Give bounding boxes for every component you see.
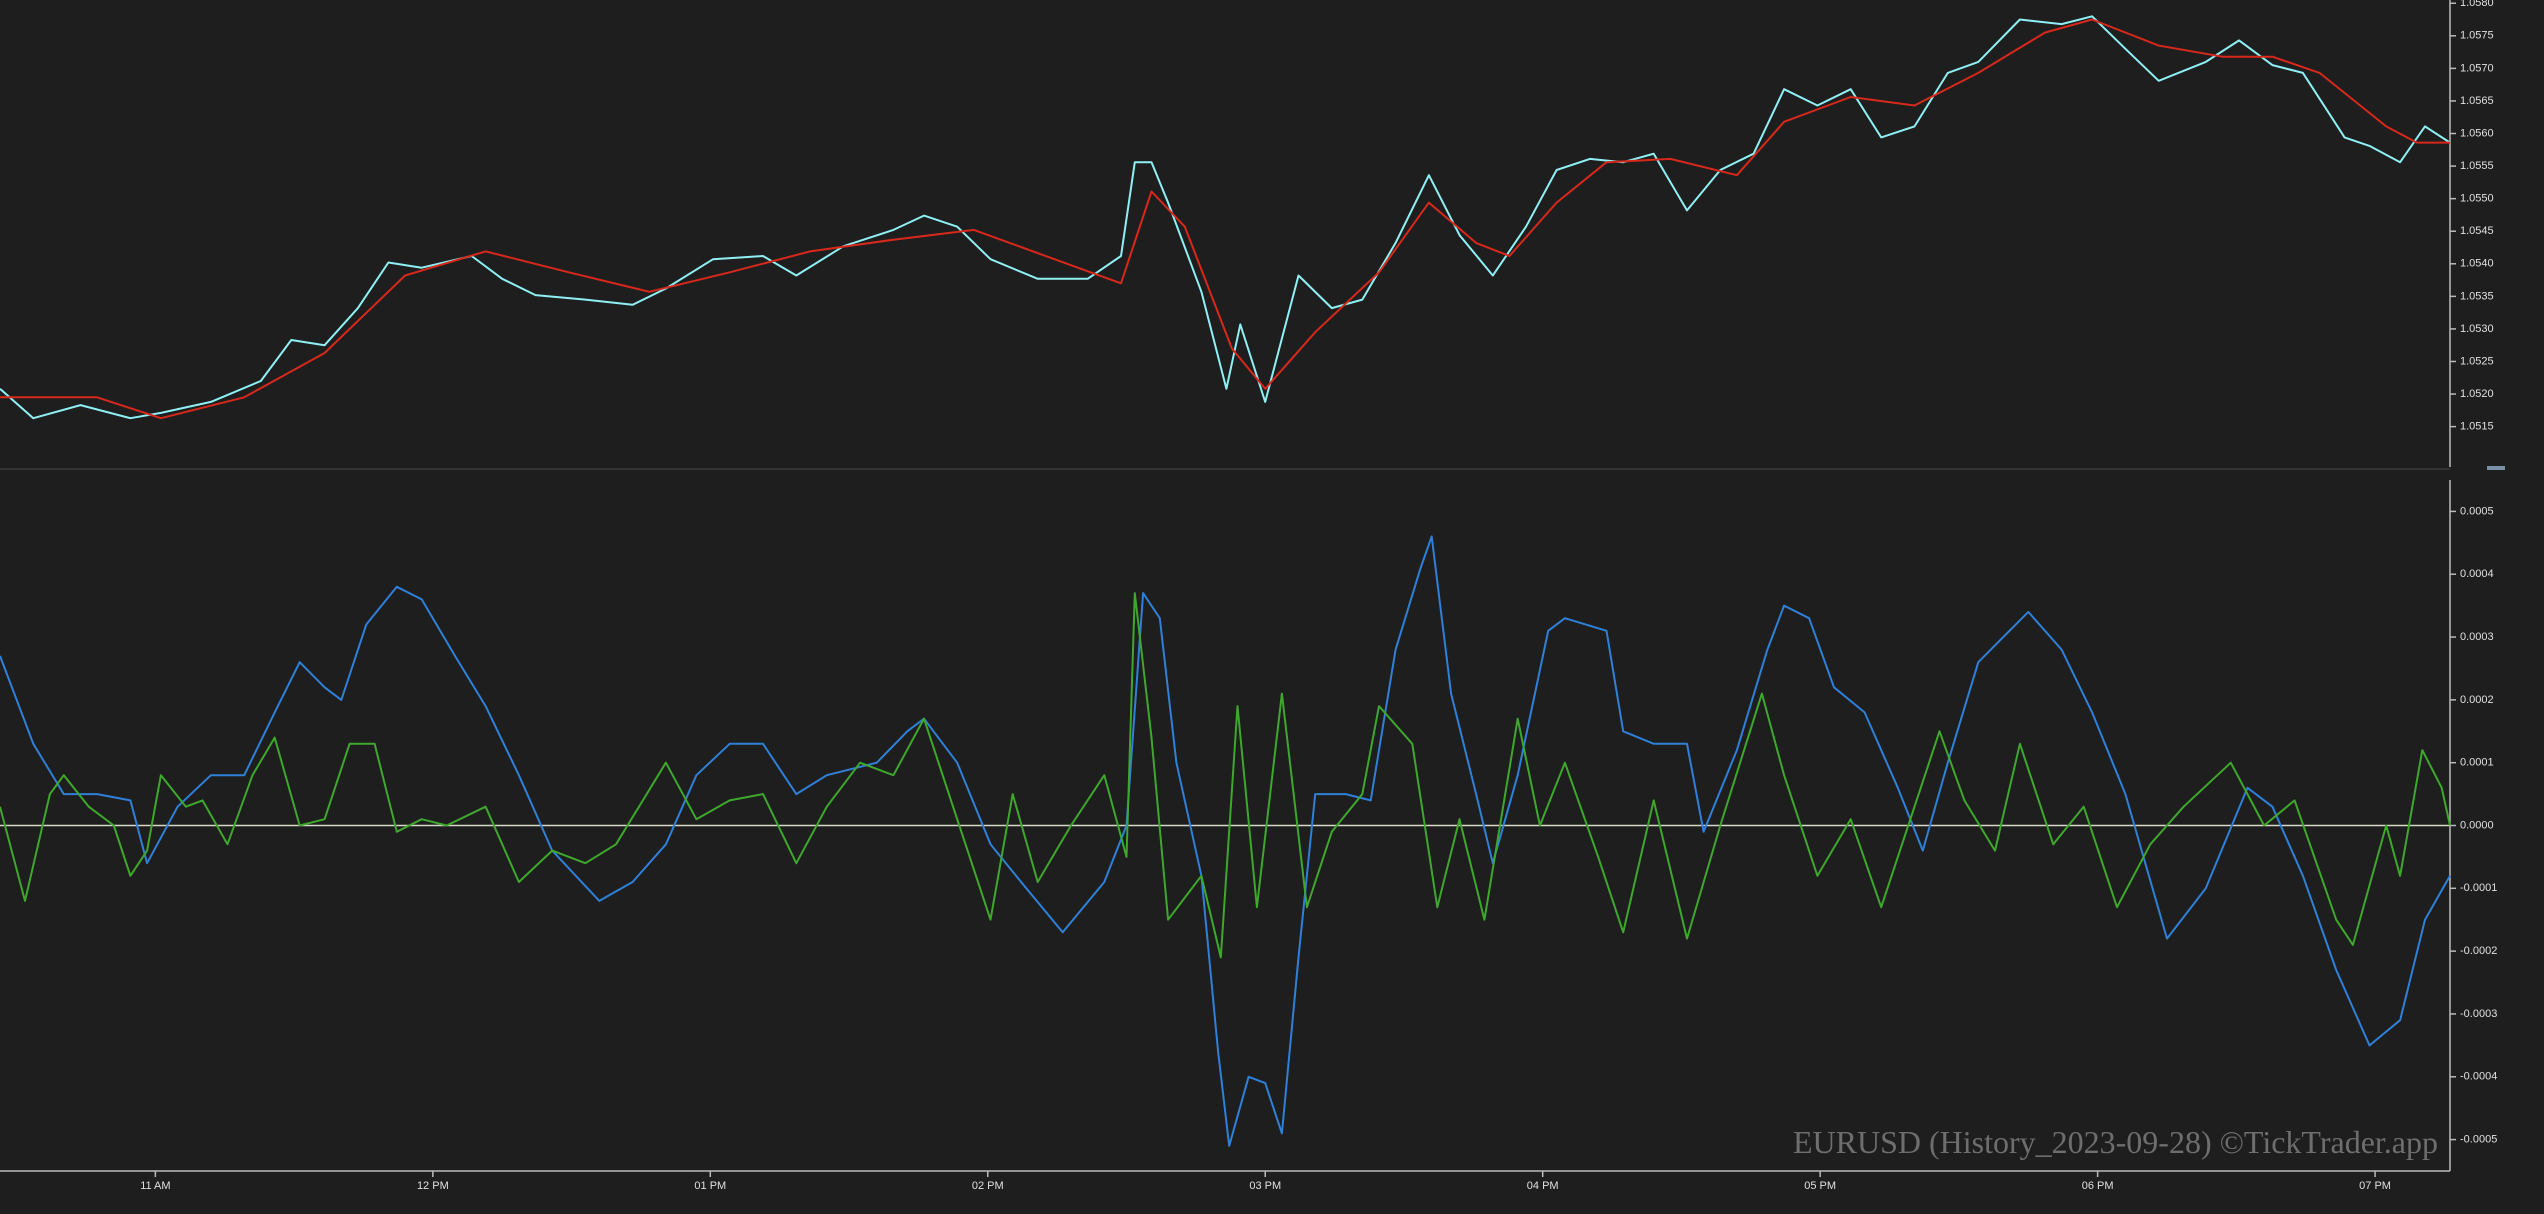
y-tick-label: 0.0003 [2460,631,2494,643]
x-tick-label: 04 PM [1527,1180,1559,1192]
y-tick-label: 1.0550 [2460,193,2494,205]
series-line [0,592,2451,959]
x-tick-label: 01 PM [694,1180,726,1192]
series-line [0,535,2451,1147]
y-tick-label: 0.0004 [2460,568,2494,580]
y-tick-label: -0.0003 [2460,1008,2497,1020]
x-tick-label: 06 PM [2082,1180,2114,1192]
y-tick-label: 0.0000 [2460,819,2494,831]
x-tick-label: 02 PM [972,1180,1004,1192]
panel-resize-handle[interactable] [2487,466,2505,470]
y-tick-label: 1.0525 [2460,355,2494,367]
series-line [0,18,2450,420]
y-tick-label: 1.0535 [2460,290,2494,302]
y-tick-label: 1.0555 [2460,160,2494,172]
y-tick-label: -0.0002 [2460,945,2497,957]
x-tick-label: 07 PM [2359,1180,2391,1192]
watermark: EURUSD (History_2023-09-28) ©TickTrader.… [1793,1124,2438,1160]
y-tick-label: 1.0575 [2460,30,2494,42]
y-tick-label: -0.0005 [2460,1133,2497,1145]
y-tick-label: 0.0002 [2460,694,2494,706]
x-tick-label: 03 PM [1249,1180,1281,1192]
x-tick-label: 11 AM [140,1180,170,1192]
y-tick-label: -0.0004 [2460,1071,2497,1083]
y-tick-label: 0.0005 [2460,505,2494,517]
y-tick-label: 0.0001 [2460,757,2494,769]
y-tick-label: 1.0570 [2460,62,2494,74]
y-tick-label: 1.0530 [2460,323,2494,335]
y-tick-label: 1.0545 [2460,225,2494,237]
y-tick-label: 1.0560 [2460,127,2494,139]
y-tick-label: 1.0580 [2460,0,2494,9]
y-tick-label: 1.0520 [2460,388,2494,400]
y-tick-label: -0.0001 [2460,882,2497,894]
x-tick-label: 05 PM [1804,1180,1836,1192]
y-tick-label: 1.0515 [2460,421,2494,433]
x-tick-label: 12 PM [417,1180,449,1192]
y-tick-label: 1.0565 [2460,95,2494,107]
y-tick-label: 1.0540 [2460,258,2494,270]
